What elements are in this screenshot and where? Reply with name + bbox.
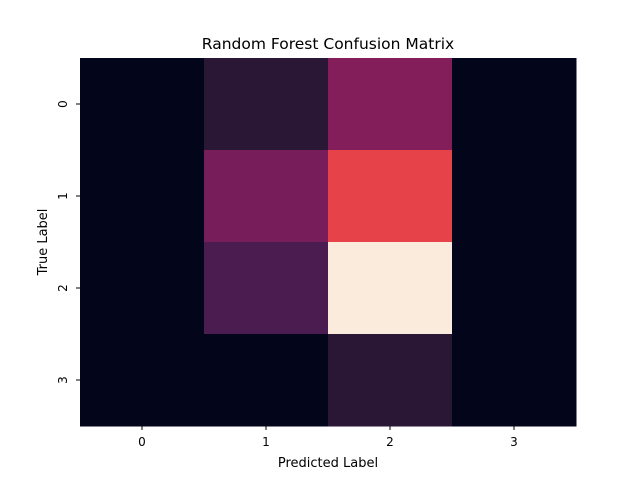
heatmap-cell-r3-c3	[452, 334, 577, 427]
heatmap-cell-r1-c2	[328, 150, 453, 243]
heatmap-cells	[80, 58, 577, 427]
heatmap-cell-r1-c1	[204, 150, 329, 243]
x-axis-label: Predicted Label	[278, 456, 378, 471]
heatmap-cell-r0-c0	[80, 58, 205, 151]
heatmap-cell-r2-c3	[452, 242, 577, 335]
x-tick-label-1: 1	[262, 435, 270, 449]
heatmap-cell-r3-c1	[204, 334, 329, 427]
heatmap-cell-r0-c3	[452, 58, 577, 151]
heatmap-cell-r2-c2	[328, 242, 453, 335]
y-tick-label-2: 2	[56, 284, 70, 292]
x-axis-ticks: 0 1 2 3	[138, 426, 518, 449]
chart-title: Random Forest Confusion Matrix	[202, 35, 454, 53]
heatmap-cell-r1-c3	[452, 150, 577, 243]
heatmap-cell-r3-c2	[328, 334, 453, 427]
heatmap-cell-r0-c2	[328, 58, 453, 151]
y-tick-label-3: 3	[56, 376, 70, 384]
heatmap-cell-r2-c0	[80, 242, 205, 335]
heatmap-cell-r0-c1	[204, 58, 329, 151]
heatmap-cell-r1-c0	[80, 150, 205, 243]
y-axis-ticks: 0 1 2 3	[56, 100, 80, 384]
x-tick-label-2: 2	[386, 435, 394, 449]
heatmap-cell-r2-c1	[204, 242, 329, 335]
x-tick-label-3: 3	[510, 435, 518, 449]
y-tick-label-1: 1	[56, 192, 70, 200]
x-tick-label-0: 0	[138, 435, 146, 449]
y-tick-label-0: 0	[56, 100, 70, 108]
heatmap-cell-r3-c0	[80, 334, 205, 427]
y-axis-label: True Label	[36, 209, 51, 277]
